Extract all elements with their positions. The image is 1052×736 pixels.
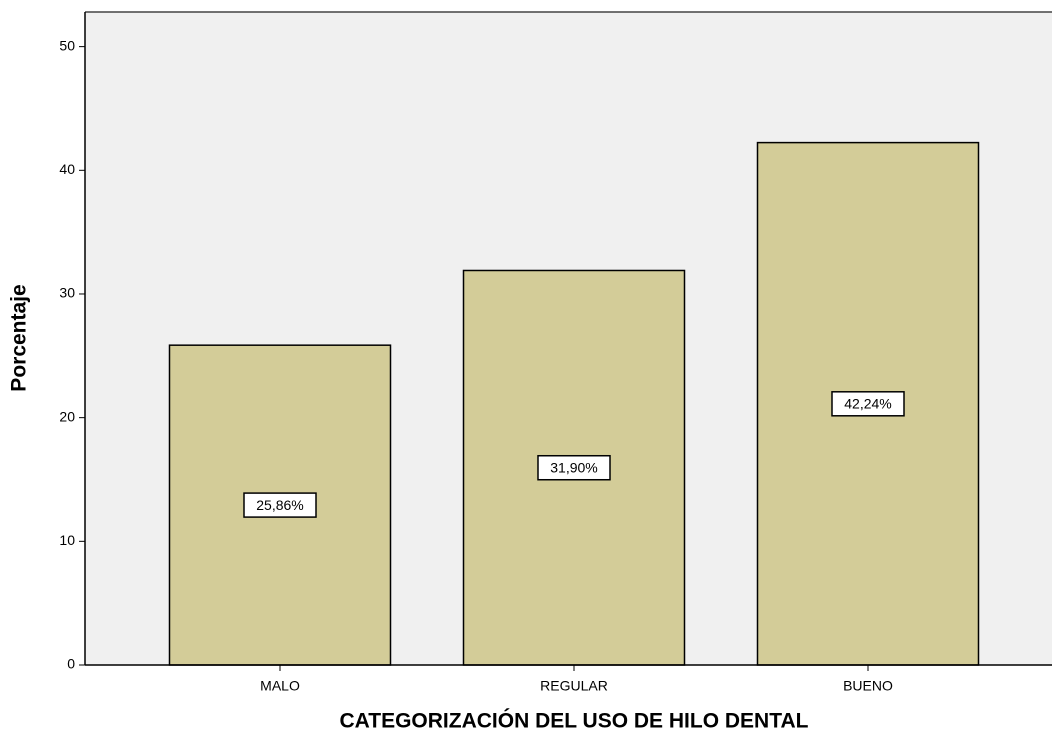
value-label: 42,24% xyxy=(844,396,891,412)
y-axis-title: Porcentaje xyxy=(8,284,31,391)
y-tick-label: 0 xyxy=(67,656,75,672)
value-label: 31,90% xyxy=(550,459,597,475)
y-tick-label: 40 xyxy=(59,161,75,177)
value-label: 25,86% xyxy=(256,497,303,513)
value-label-box xyxy=(831,391,905,417)
x-tick-label: BUENO xyxy=(843,678,893,694)
y-tick-label: 30 xyxy=(59,285,75,301)
x-tick-label: MALO xyxy=(260,678,300,694)
y-tick-label: 50 xyxy=(59,37,75,53)
value-label-box xyxy=(537,454,611,481)
y-tick-label: 10 xyxy=(59,532,75,548)
y-tick-label: 20 xyxy=(59,408,75,424)
x-tick-label: REGULAR xyxy=(540,678,608,694)
value-label-box xyxy=(243,492,317,518)
x-axis-title: CATEGORIZACIÓN DEL USO DE HILO DENTAL xyxy=(339,709,808,733)
